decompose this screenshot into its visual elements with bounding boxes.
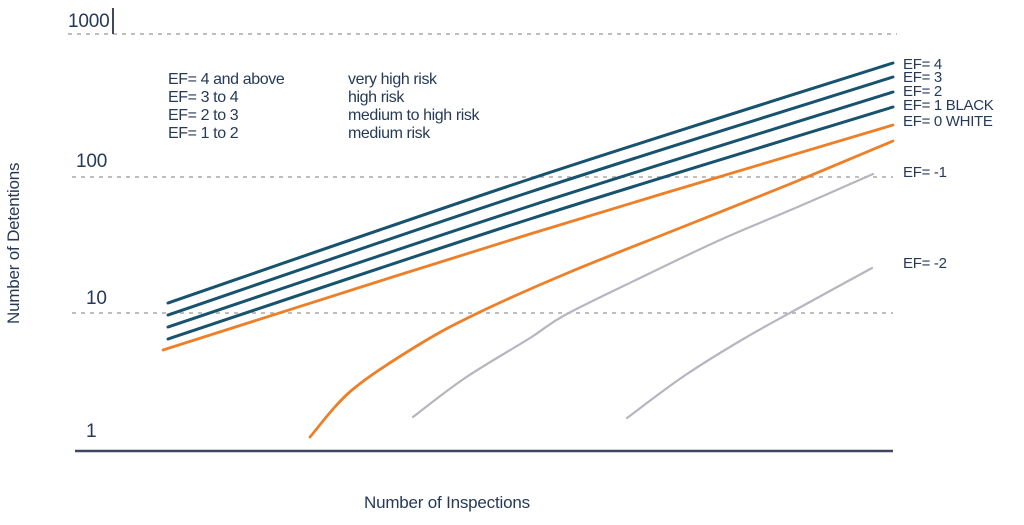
text-cursor-artifact [112, 8, 114, 34]
y-tick-1: 1 [86, 421, 97, 442]
legend-ef-label: EF= 4 and above [168, 71, 285, 88]
legend-row-ef2: EF= 2 to 3 medium to high risk [168, 107, 480, 125]
y-tick-10: 10 [86, 288, 107, 309]
curve-ef-neg1 [411, 172, 875, 419]
legend-row-ef4: EF= 4 and above very high risk [168, 71, 479, 89]
legend-ef-label: EF= 2 to 3 [168, 107, 239, 124]
legend-ef-label: EF= 1 to 2 [168, 125, 239, 142]
right-label-ef-4: EF= 4 [903, 56, 942, 73]
right-label-ef-0-white: EF= 0 WHITE [903, 113, 993, 130]
y-tick-100: 100 [76, 151, 108, 172]
curve-ef-1 [166, 105, 895, 341]
curve-ef-0 [161, 123, 895, 352]
curve-ef-3 [166, 75, 895, 317]
right-label-ef-2: EF= 2 [903, 83, 942, 100]
x-axis-title: Number of Inspections [364, 493, 530, 512]
y-tick-1000: 1000 [68, 11, 110, 32]
legend: EF= 4 and above very high risk EF= 3 to 4… [168, 71, 480, 143]
legend-ef-label: EF= 3 to 4 [168, 89, 239, 106]
right-label-ef-neg1: EF= -1 [903, 164, 947, 181]
legend-risk-label: high risk [348, 89, 404, 106]
right-label-ef-3: EF= 3 [903, 69, 942, 86]
legend-row-ef1: EF= 1 to 2 medium risk [168, 125, 479, 143]
curve-ef-neg2 [625, 266, 874, 420]
right-label-ef-neg2: EF= -2 [903, 255, 947, 272]
y-axis-title: Number of Detentions [4, 162, 23, 324]
curve-ef-2 [166, 90, 895, 329]
legend-risk-label: medium to high risk [348, 107, 480, 124]
curve-ef-4 [166, 61, 895, 305]
legend-row-ef3: EF= 3 to 4 high risk [168, 89, 479, 107]
curve-ef-0-lower [308, 139, 895, 439]
legend-risk-label: very high risk [348, 71, 437, 88]
legend-risk-label: medium risk [348, 125, 430, 142]
right-label-ef-1-black: EF= 1 BLACK [903, 97, 994, 114]
